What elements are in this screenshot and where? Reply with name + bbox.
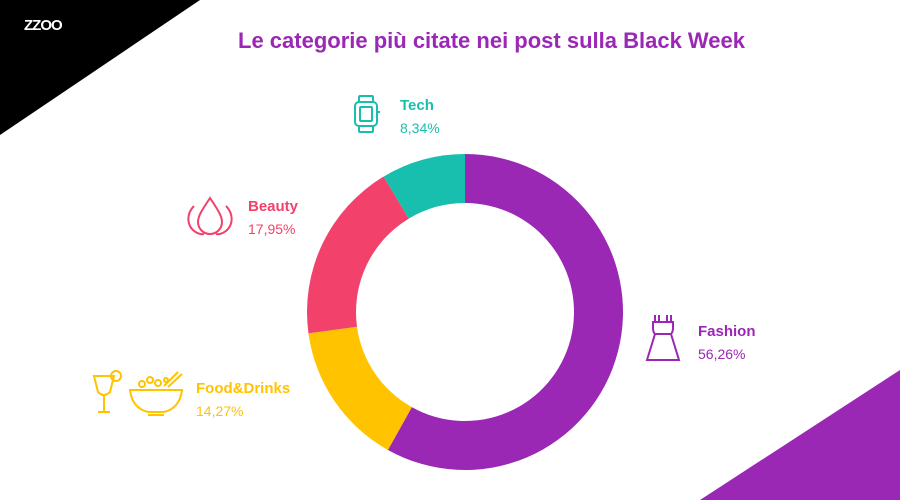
dress-icon bbox=[645, 315, 681, 361]
label-food-drinks-value: 14,27% bbox=[196, 403, 244, 419]
label-food-drinks: Food&Drinks 14,27% bbox=[196, 378, 290, 422]
zzoo-logo: ZZOO bbox=[24, 17, 63, 34]
label-food-drinks-name: Food&Drinks bbox=[196, 380, 291, 397]
donut-slice-fashion bbox=[387, 154, 623, 470]
donut-slice-tech bbox=[383, 154, 465, 219]
label-beauty: Beauty 17,95% bbox=[248, 196, 298, 240]
beauty-drop-icon bbox=[187, 196, 233, 236]
corner-decoration-top-left bbox=[0, 0, 200, 135]
label-tech-value: 8,34% bbox=[400, 120, 440, 136]
label-tech: Tech 8,34% bbox=[400, 95, 440, 139]
label-fashion: Fashion 56,26% bbox=[698, 321, 756, 365]
label-beauty-value: 17,95% bbox=[248, 221, 296, 237]
donut-slice-food-drinks bbox=[308, 326, 412, 450]
donut-slice-beauty bbox=[307, 176, 409, 334]
label-fashion-value: 56,26% bbox=[698, 346, 746, 362]
label-beauty-name: Beauty bbox=[248, 198, 299, 215]
smartwatch-icon bbox=[354, 95, 380, 133]
food-drinks-icon bbox=[92, 370, 184, 416]
page-title: Le categorie più citate nei post sulla B… bbox=[238, 28, 745, 53]
corner-decoration-bottom-right bbox=[700, 370, 900, 500]
label-tech-name: Tech bbox=[400, 97, 434, 114]
label-fashion-name: Fashion bbox=[698, 323, 756, 340]
